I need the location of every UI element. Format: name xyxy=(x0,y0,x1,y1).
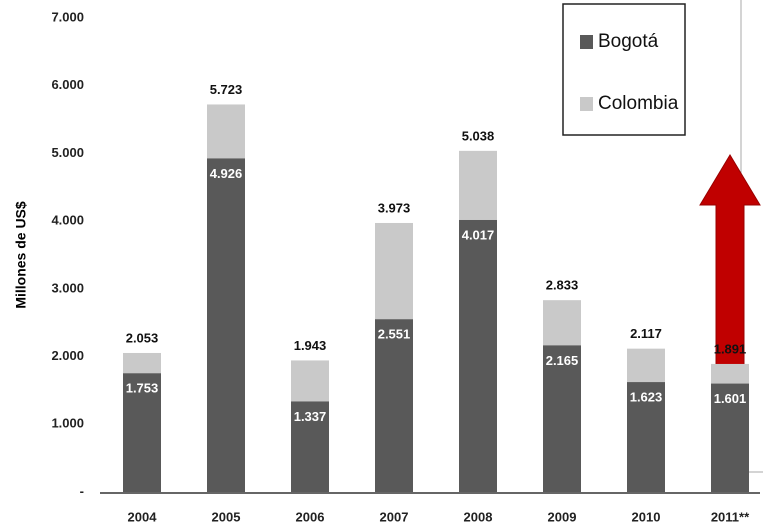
y-tick-label: 1.000 xyxy=(51,416,84,431)
y-tick-label: 7.000 xyxy=(51,9,84,24)
x-tick-label: 2008 xyxy=(464,509,493,524)
x-tick-label: 2010 xyxy=(632,509,661,524)
bar xyxy=(711,383,749,492)
value-label: 2.117 xyxy=(630,326,662,341)
value-label: 4.017 xyxy=(462,227,495,242)
x-tick-label: 2006 xyxy=(296,509,325,524)
value-label: 1.337 xyxy=(294,409,327,424)
y-tick-label: 3.000 xyxy=(51,280,84,295)
legend-box xyxy=(562,3,686,136)
bar xyxy=(291,401,329,492)
y-tick-label: 5.000 xyxy=(51,145,84,160)
value-label: 2.053 xyxy=(126,330,159,345)
bar xyxy=(375,319,413,492)
x-tick-label: 2009 xyxy=(548,509,577,524)
value-label: 3.973 xyxy=(378,200,411,215)
value-label: 1.623 xyxy=(630,390,663,405)
bar xyxy=(123,373,161,492)
legend-label: Colombia xyxy=(598,93,679,114)
y-tick-label: - xyxy=(80,483,84,498)
legend: Bogotá Colombia xyxy=(580,31,679,114)
bar xyxy=(459,219,497,493)
bar xyxy=(543,345,581,492)
x-tick-label: 2011** xyxy=(711,509,750,524)
value-label: 5.723 xyxy=(210,82,243,97)
value-label: 1.891 xyxy=(714,341,747,356)
value-label: 1.753 xyxy=(126,381,159,396)
value-label: 1.601 xyxy=(714,391,747,406)
bar xyxy=(627,382,665,492)
y-axis-label: Millones de US$ xyxy=(13,201,29,309)
value-label: 1.943 xyxy=(294,338,327,353)
y-tick-label: 6.000 xyxy=(51,77,84,92)
x-tick-label: 2007 xyxy=(380,509,409,524)
bar xyxy=(207,158,245,492)
value-label: 2.165 xyxy=(546,353,579,368)
x-tick-label: 2004 xyxy=(128,509,158,524)
legend-swatch xyxy=(580,35,593,49)
legend-label: Bogotá xyxy=(598,31,659,52)
value-label: 5.038 xyxy=(462,128,495,143)
arrow xyxy=(699,154,761,441)
y-tick-label: 2.000 xyxy=(51,348,84,363)
value-label: 2.833 xyxy=(546,278,579,293)
value-label: 4.926 xyxy=(210,166,243,181)
value-label: 2.551 xyxy=(378,327,411,342)
legend-swatch xyxy=(580,97,593,111)
y-tick-label: 4.000 xyxy=(51,213,84,228)
x-tick-label: 2005 xyxy=(212,509,241,524)
